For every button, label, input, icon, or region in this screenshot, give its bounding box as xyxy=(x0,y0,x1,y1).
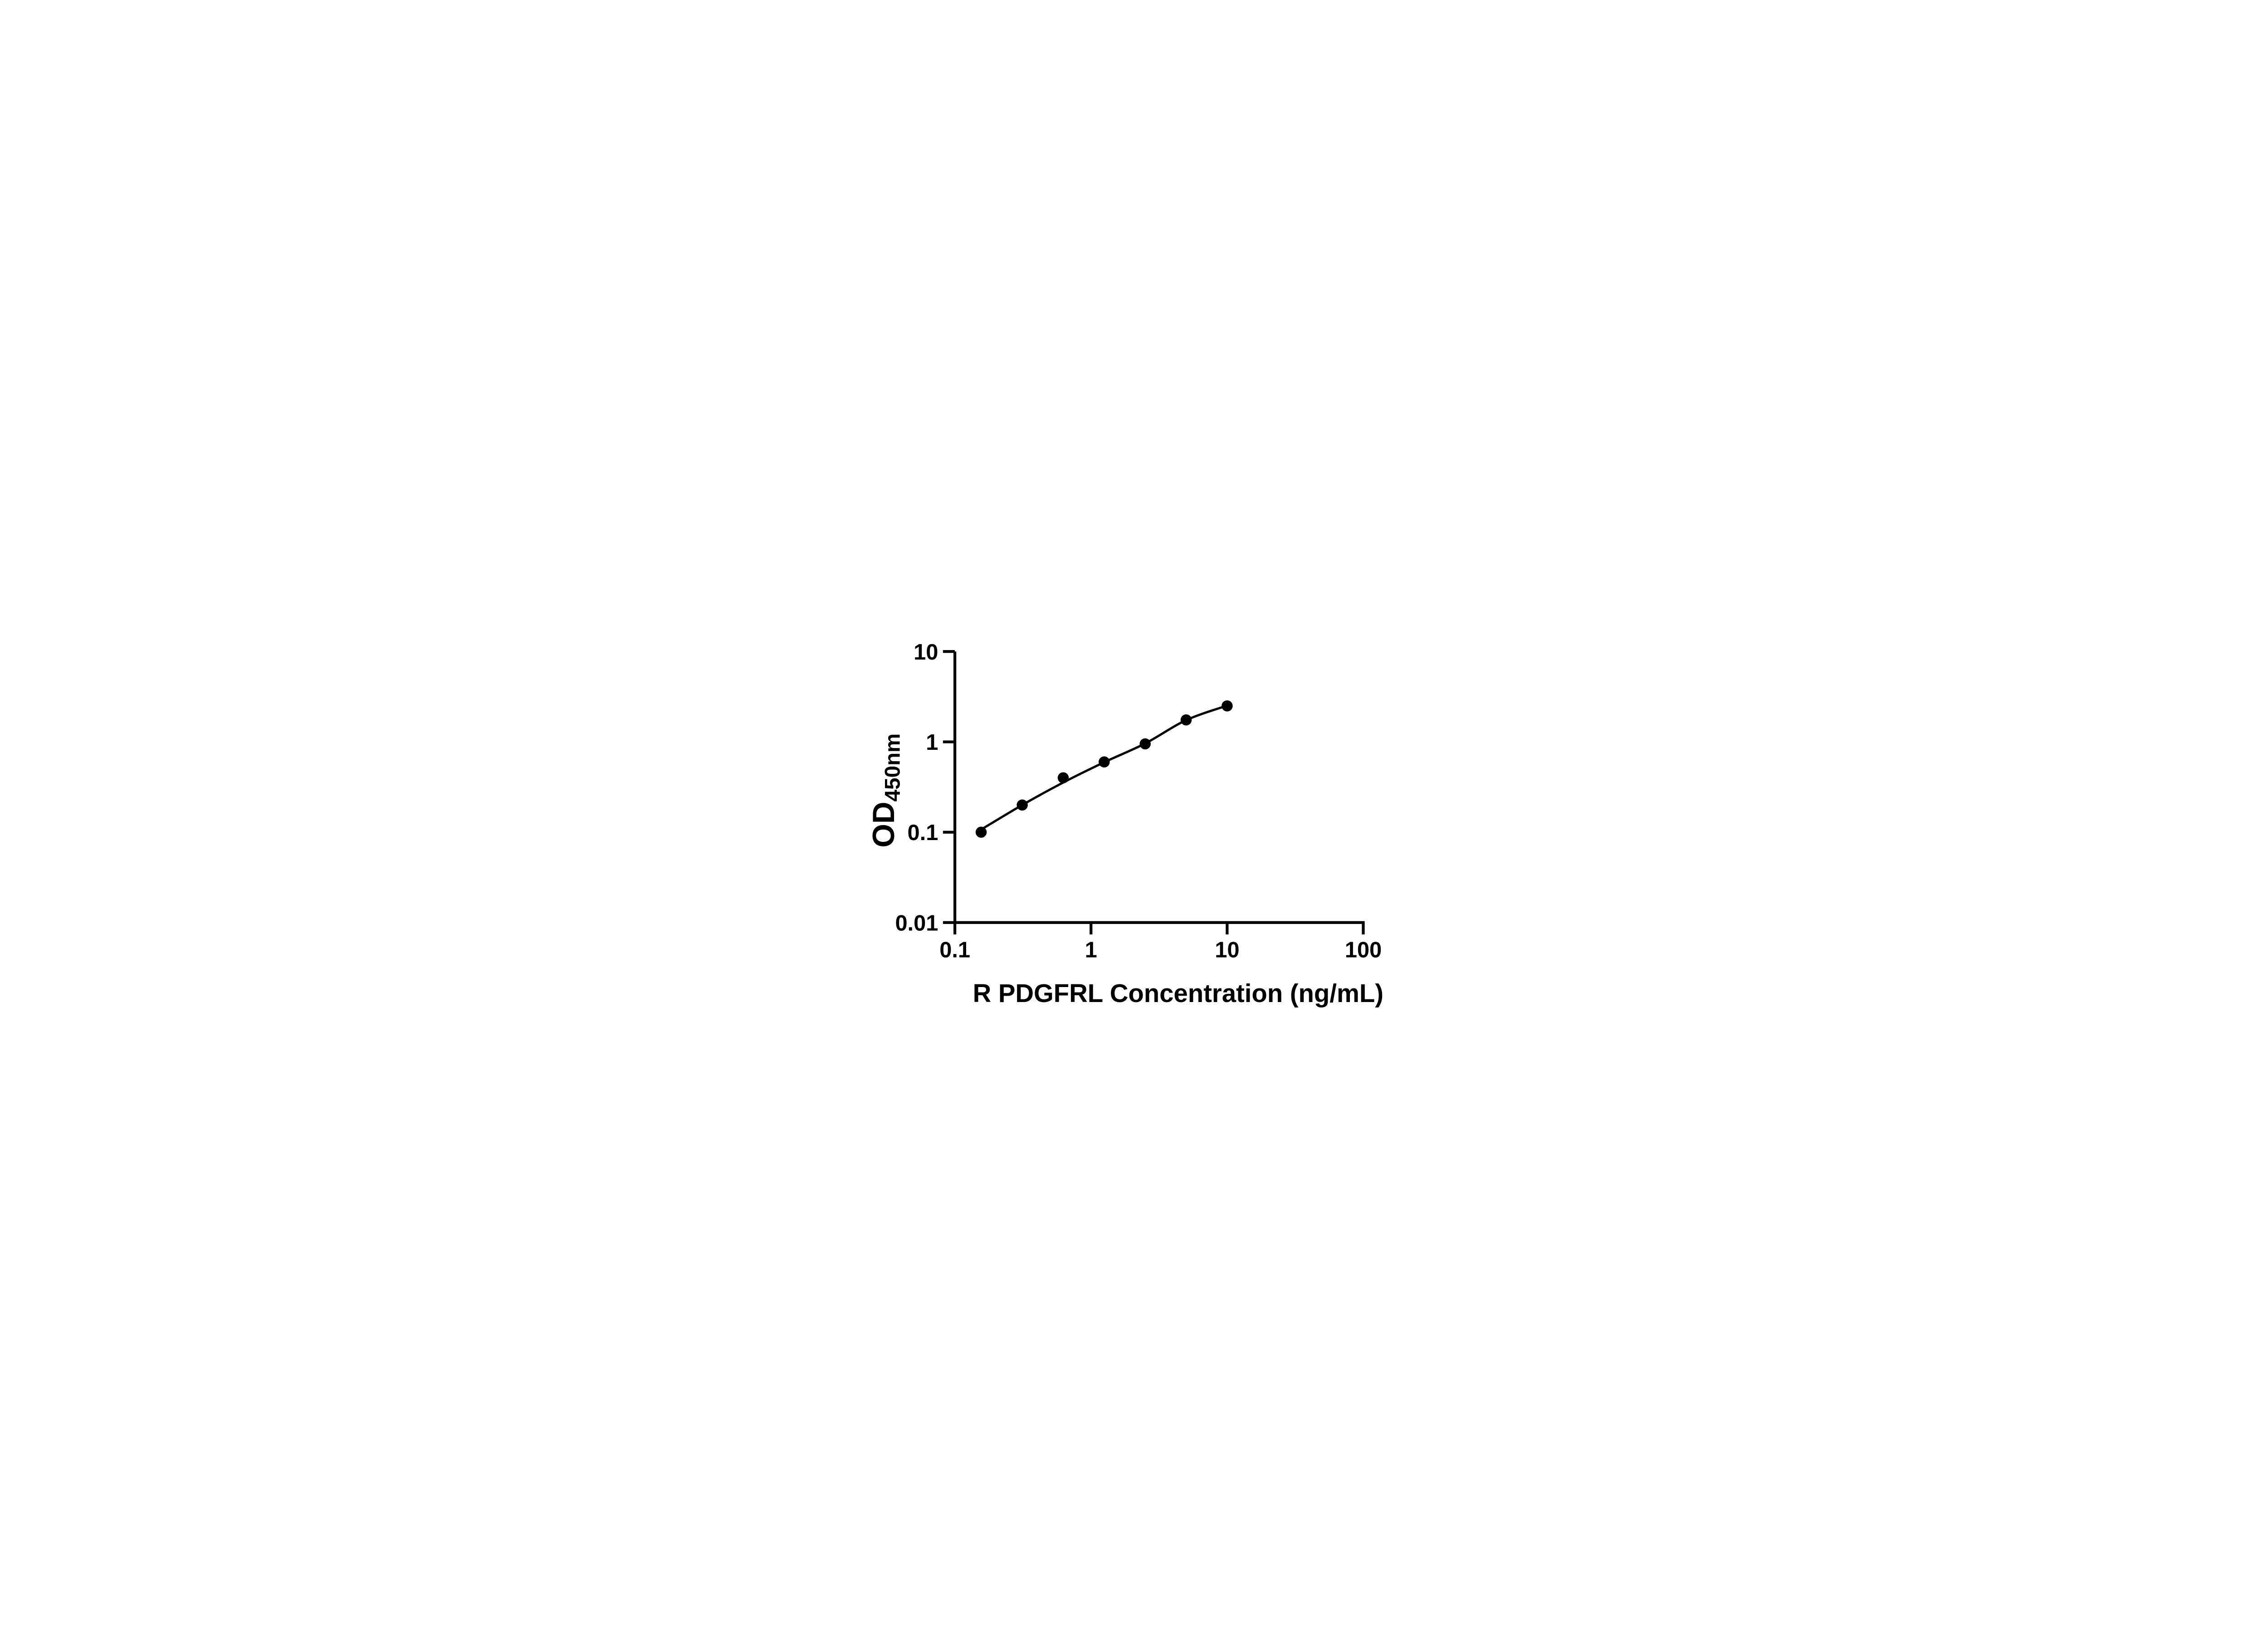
x-tick-label: 100 xyxy=(1345,938,1382,962)
y-tick-label: 0.01 xyxy=(895,911,938,935)
data-points xyxy=(975,700,1233,838)
x-tick-labels: 0.1 1 10 100 xyxy=(939,938,1382,962)
y-tick-label: 1 xyxy=(926,730,938,755)
data-point xyxy=(1057,772,1069,783)
chart-background xyxy=(842,612,1426,1021)
figure-container: 0.1 1 10 100 10 1 0.1 0.01 R PDGFRL Concentrat… xyxy=(842,612,1426,1021)
x-tick-label: 1 xyxy=(1085,938,1097,962)
data-point xyxy=(975,826,987,838)
data-point xyxy=(1222,700,1233,712)
data-point xyxy=(1017,799,1028,811)
y-tick-label: 0.1 xyxy=(908,821,938,845)
axes xyxy=(943,650,1365,934)
x-tick-label: 10 xyxy=(1215,938,1239,962)
y-axis-title-main: OD xyxy=(867,802,901,847)
y-tick-labels: 10 1 0.1 0.01 xyxy=(895,640,938,935)
data-point xyxy=(1099,756,1110,768)
data-point xyxy=(1180,714,1192,726)
y-axis-title-subscript: 450nm xyxy=(880,733,904,802)
x-axis-title: R PDGFRL Concentration (ng/mL) xyxy=(973,979,1383,1007)
data-point xyxy=(1139,738,1151,749)
x-tick-label: 0.1 xyxy=(939,938,970,962)
y-tick-label: 10 xyxy=(914,640,938,665)
y-axis-title: OD450nm xyxy=(867,733,905,848)
